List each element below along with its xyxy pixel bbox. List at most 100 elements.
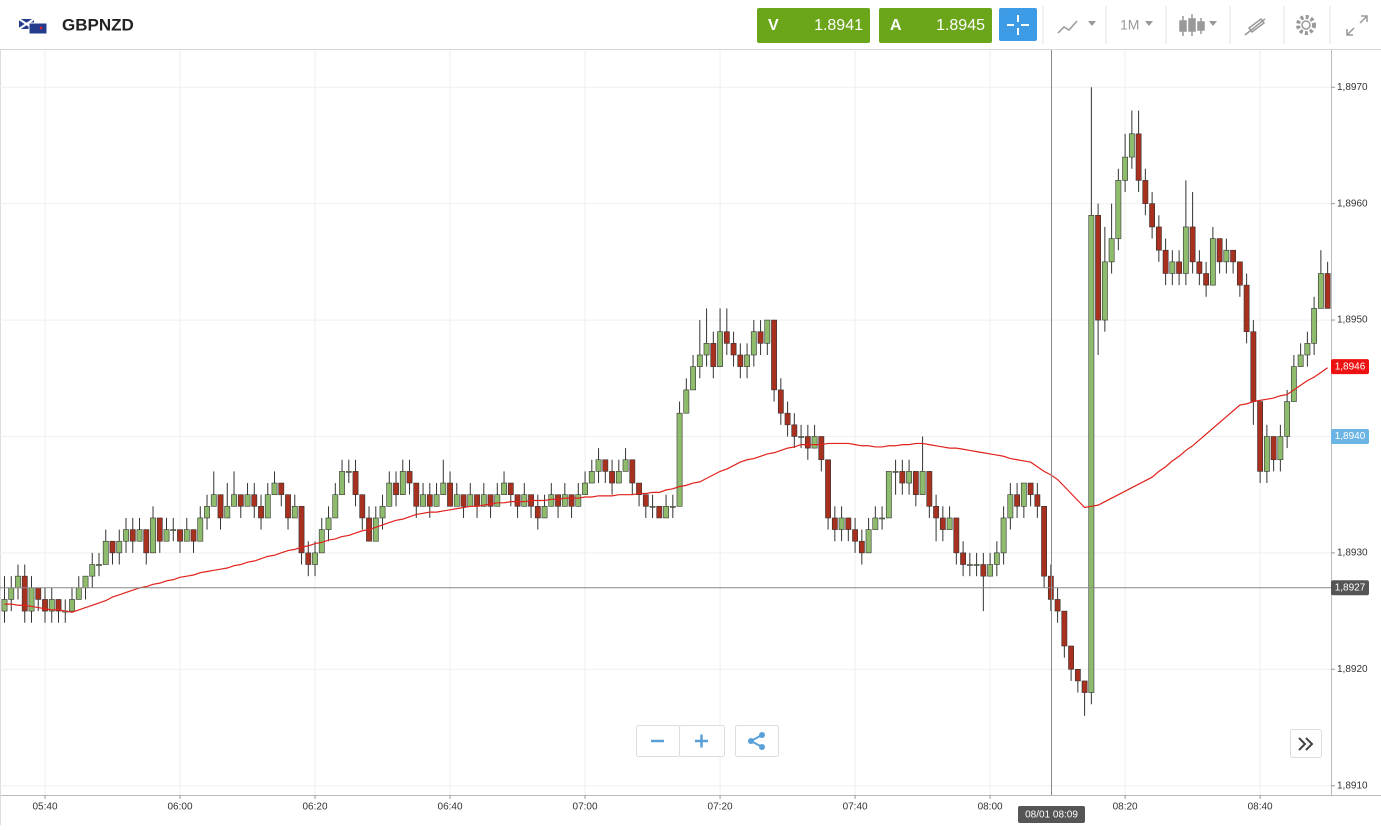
- x-tick-label: 06:20: [303, 802, 328, 813]
- candle-body: [163, 529, 170, 542]
- price-tag: [1331, 428, 1369, 444]
- candle-body: [885, 471, 892, 519]
- candle-body: [1196, 261, 1203, 274]
- candle-body: [1263, 436, 1270, 472]
- zoom-in-button[interactable]: [679, 725, 725, 757]
- candle-body: [953, 517, 960, 554]
- candle-body: [1250, 331, 1257, 402]
- candle-body: [264, 494, 271, 519]
- candle-body: [1115, 180, 1122, 239]
- candle-body: [750, 331, 757, 356]
- candle-body: [48, 599, 55, 612]
- chart-type-button[interactable]: [1057, 20, 1096, 34]
- candle-body: [703, 343, 710, 356]
- candle-body: [825, 459, 831, 519]
- candles-button[interactable]: [1179, 14, 1217, 36]
- y-tick-label: 1,8960: [1337, 198, 1368, 209]
- candle-body: [818, 436, 825, 461]
- share-button[interactable]: [735, 725, 779, 757]
- candle-body: [710, 343, 717, 367]
- price-tag-label: 1,8946: [1335, 361, 1366, 372]
- candle-body: [1034, 494, 1041, 507]
- x-tick-label: 05:40: [32, 802, 57, 813]
- candle-body: [332, 494, 339, 519]
- candle-body: [663, 506, 669, 519]
- candle-body: [1142, 180, 1149, 204]
- candle-body: [669, 506, 676, 508]
- candle-body: [183, 529, 190, 542]
- candle-body: [325, 517, 332, 530]
- candle-body: [1095, 214, 1102, 321]
- price-tag-label: 1,8927: [1335, 582, 1366, 593]
- candle-body: [447, 482, 453, 507]
- draw-button[interactable]: [1244, 17, 1266, 36]
- price-tag: [1331, 580, 1369, 596]
- zoom-out-button[interactable]: [636, 725, 680, 757]
- candle-body: [845, 517, 852, 530]
- candle-body: [433, 494, 440, 507]
- candle-body: [305, 552, 312, 565]
- candle-body: [690, 366, 696, 391]
- timeframe-button[interactable]: 1M: [1120, 17, 1153, 33]
- crosshair-time-tag: 08/01 08:09: [1018, 806, 1085, 823]
- candle-body: [150, 517, 156, 554]
- candle-body: [1061, 610, 1068, 647]
- candle-body: [1027, 482, 1034, 495]
- candle-body: [615, 471, 622, 484]
- candle-body: [993, 552, 1000, 565]
- candle-body: [966, 564, 973, 566]
- candle-body: [514, 494, 521, 507]
- candle-body: [1, 599, 8, 612]
- candle-body: [1149, 203, 1156, 228]
- candle-body: [1054, 599, 1061, 612]
- candle-body: [892, 471, 899, 473]
- candle-body: [1317, 273, 1324, 309]
- candle-body: [177, 529, 183, 542]
- candle-body: [1203, 273, 1210, 286]
- candle-body: [298, 506, 305, 554]
- fullscreen-button[interactable]: [1346, 15, 1368, 36]
- candle-body: [561, 494, 568, 507]
- candle-body: [501, 482, 507, 495]
- candle-body: [1209, 238, 1216, 286]
- candle-body: [602, 459, 609, 472]
- candle-body: [386, 482, 393, 507]
- candle-body: [271, 482, 278, 495]
- candle-body: [1014, 494, 1020, 507]
- sell-button[interactable]: V 1.8941: [757, 8, 870, 43]
- candle-body: [933, 506, 939, 519]
- buy-button[interactable]: A 1.8945: [879, 8, 992, 43]
- candle-body: [210, 494, 217, 507]
- x-tick-label: 08:20: [1113, 802, 1138, 813]
- candle-body: [973, 564, 980, 566]
- candle-body: [1297, 354, 1304, 367]
- candle-body: [865, 529, 872, 554]
- candle-body: [1155, 226, 1162, 251]
- candle-body: [683, 389, 690, 414]
- candle-body: [55, 599, 62, 612]
- candle-body: [757, 331, 764, 344]
- candle-body: [406, 471, 413, 484]
- candle-body: [1088, 214, 1095, 693]
- candle-body: [339, 471, 345, 495]
- candle-body: [831, 517, 838, 530]
- candle-body: [1020, 482, 1027, 507]
- header-bar: [0, 0, 1381, 50]
- candle-body: [899, 471, 906, 484]
- flag-icon: [18, 18, 48, 35]
- candle-body: [494, 494, 501, 507]
- candle-body: [480, 494, 487, 507]
- settings-button[interactable]: [1296, 15, 1316, 35]
- candle-body: [35, 587, 42, 600]
- scroll-end-button[interactable]: [1290, 729, 1322, 758]
- x-tick-label: 07:20: [708, 802, 733, 813]
- candle-body: [1223, 249, 1230, 263]
- candle-body: [1128, 133, 1135, 158]
- candle-body: [352, 471, 359, 495]
- candle-body: [231, 494, 237, 507]
- crosshair-button[interactable]: [999, 8, 1037, 41]
- candle-body: [534, 506, 541, 519]
- candle-body: [642, 494, 649, 507]
- candle-body: [588, 471, 595, 484]
